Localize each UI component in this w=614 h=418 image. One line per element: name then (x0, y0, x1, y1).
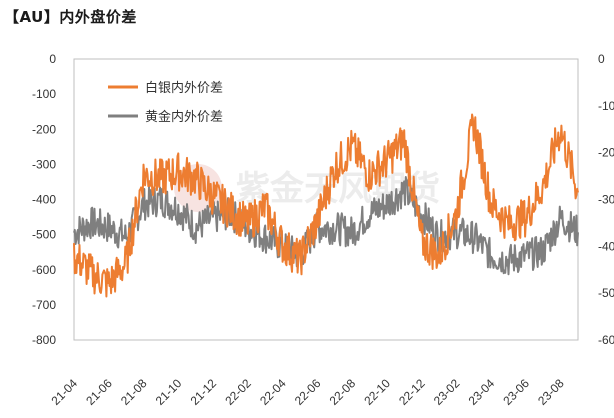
x-tick-label: 22-06 (292, 376, 324, 408)
page-title: 【AU】内外盘价差 (4, 8, 137, 26)
x-tick-label: 22-10 (361, 376, 393, 408)
x-tick-label: 21-12 (188, 376, 220, 408)
x-axis: 21-04 21-06 21-08 21-10 21-12 22-02 22-04 22-06… (49, 376, 567, 408)
x-tick-label: 22-08 (327, 376, 359, 408)
x-tick-label: 21-04 (49, 376, 81, 408)
y-left-tick-label: -600 (32, 263, 56, 277)
y-left-tick-label: -300 (32, 157, 56, 171)
y-left-tick-label: -700 (32, 298, 56, 312)
y-left-tick-label: -800 (32, 333, 56, 347)
legend-label-gold: 黄金内外价差 (145, 109, 223, 125)
legend-label-silver: 白银内外价差 (145, 80, 223, 96)
y-right-tick-label: -40 (598, 239, 614, 253)
y-right-tick-label: 0 (598, 52, 605, 66)
y-left-tick-label: -100 (32, 87, 56, 101)
y-axis-right: 0 -10 -20 -30 -40 -50 -60 (598, 52, 614, 347)
y-left-tick-label: -200 (32, 122, 56, 136)
x-tick-label: 21-06 (83, 376, 115, 408)
y-left-tick-label: -500 (32, 228, 56, 242)
x-tick-label: 23-02 (431, 376, 463, 408)
y-right-tick-label: -50 (598, 286, 614, 300)
x-tick-label: 21-10 (153, 376, 185, 408)
legend: 白银内外价差 黄金内外价差 (108, 80, 223, 125)
y-axis-left: 0 -100 -200 -300 -400 -500 -600 -700 -800 (32, 52, 56, 347)
y-left-tick-label: 0 (49, 52, 56, 66)
y-right-tick-label: -30 (598, 193, 614, 207)
series-layer (73, 113, 579, 298)
y-right-tick-label: -60 (598, 333, 614, 347)
y-left-tick-label: -400 (32, 193, 56, 207)
x-tick-label: 21-08 (118, 376, 150, 408)
series-line-silver (73, 113, 579, 298)
series-line-gold (73, 176, 579, 276)
x-tick-label: 22-04 (257, 376, 289, 408)
y-right-tick-label: -20 (598, 146, 614, 160)
y-right-tick-label: -10 (598, 99, 614, 113)
x-tick-label: 23-06 (500, 376, 532, 408)
x-tick-label: 23-04 (466, 376, 498, 408)
x-tick-label: 22-12 (396, 376, 428, 408)
x-tick-label: 22-02 (222, 376, 254, 408)
x-tick-label: 23-08 (535, 376, 567, 408)
